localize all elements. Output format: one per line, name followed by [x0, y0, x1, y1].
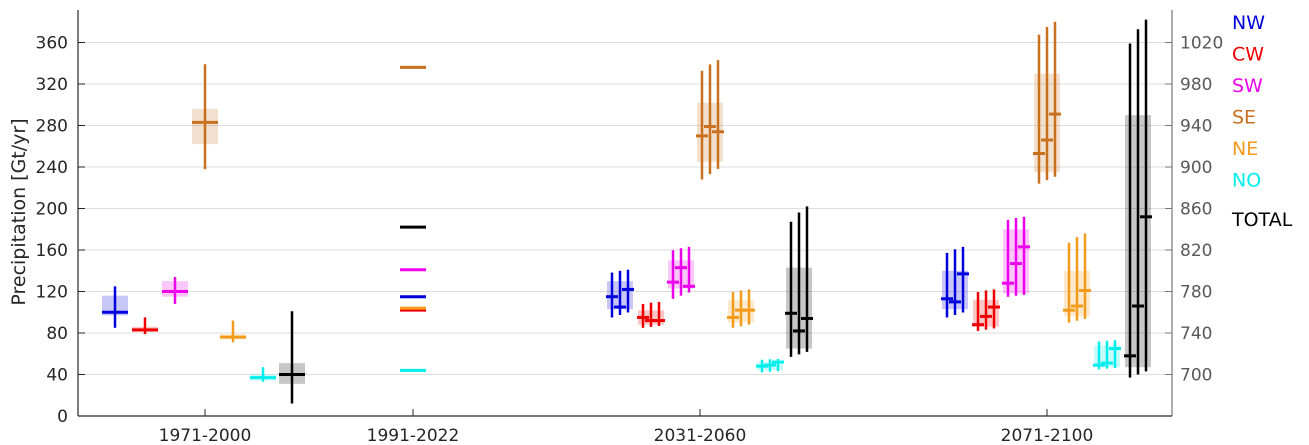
x-tick-label: 2071-2100 [1001, 426, 1094, 445]
y-tick-label: 160 [36, 241, 68, 261]
y-tick-label: 280 [36, 117, 68, 137]
y-tick-label: 360 [36, 34, 68, 54]
y-tick-label: 120 [36, 283, 68, 303]
legend: NW CW SW SE NE NO TOTAL [1231, 12, 1293, 231]
y2-tick-label: 980 [1180, 75, 1212, 95]
y2-tick-label: 900 [1180, 158, 1212, 178]
y-tick-label: 240 [36, 158, 68, 178]
legend-entry-sw: SW [1232, 75, 1263, 97]
y-axis-title: Precipitation [Gt/yr] [8, 118, 30, 305]
grid-lines [78, 42, 1172, 375]
y-tick-label: 40 [46, 366, 68, 386]
tick-labels: 0 40 80 120 160 200 240 280 320 360 700 740 780 820 86… [36, 34, 1224, 445]
legend-entry-nw: NW [1232, 12, 1265, 34]
y2-tick-label: 860 [1180, 200, 1212, 220]
y2-tick-label: 940 [1180, 117, 1212, 137]
y-tick-label: 200 [36, 200, 68, 220]
legend-entry-no: NO [1232, 170, 1261, 192]
y2-tick-label: 780 [1180, 283, 1212, 303]
legend-entry-total: TOTAL [1231, 209, 1293, 231]
y2-tick-label: 700 [1180, 366, 1212, 386]
legend-entry-cw: CW [1232, 44, 1264, 66]
axes [77, 10, 1173, 417]
y-tick-label: 0 [57, 407, 68, 427]
x-tick-label: 2031-2060 [654, 426, 747, 445]
plot-marks [102, 19, 1152, 404]
y-tick-label: 80 [46, 324, 68, 344]
y2-tick-label: 740 [1180, 324, 1212, 344]
legend-entry-ne: NE [1232, 138, 1258, 160]
y2-tick-label: 1020 [1180, 34, 1223, 54]
x-tick-label: 1991-2022 [367, 426, 460, 445]
y2-tick-label: 820 [1180, 241, 1212, 261]
legend-entry-se: SE [1232, 107, 1256, 129]
x-tick-label: 1971-2000 [159, 426, 252, 445]
y-tick-label: 320 [36, 75, 68, 95]
